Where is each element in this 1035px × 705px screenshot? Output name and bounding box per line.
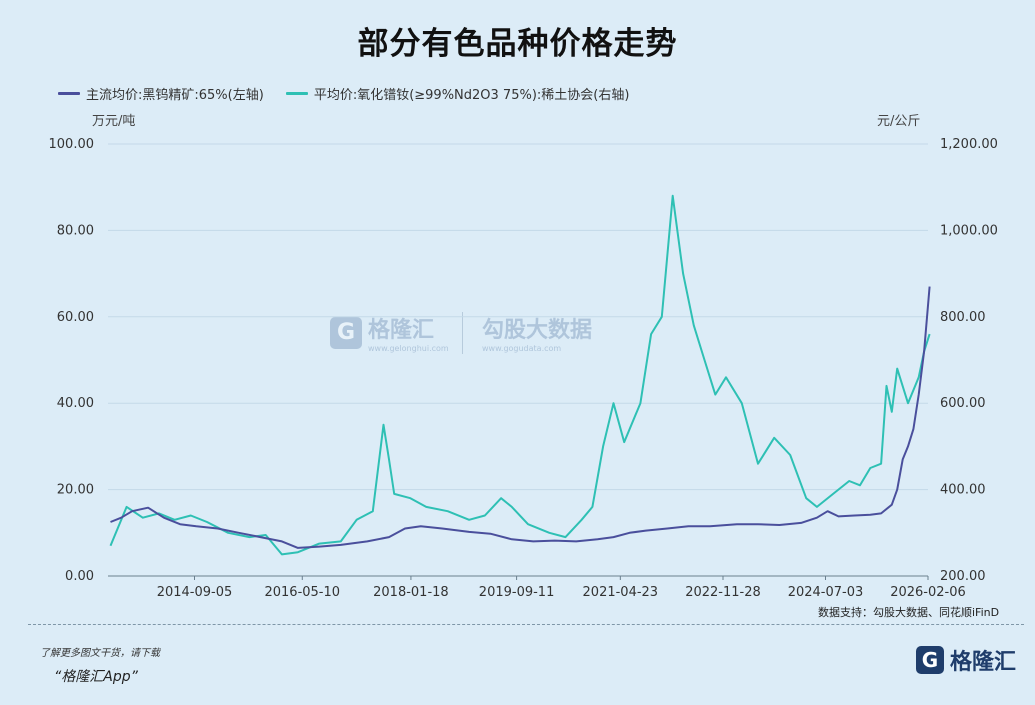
x-tick-label: 2016-05-10: [264, 585, 340, 600]
source-note: 数据支持：勾股大数据、同花顺iFinD: [818, 606, 1000, 619]
x-tick-label: 2026-02-06: [890, 585, 966, 600]
x-tick-label: 2022-11-28: [685, 585, 761, 600]
right-axis-unit: 元/公斤: [877, 114, 921, 129]
chart-title: 部分有色品种价格走势: [357, 26, 678, 62]
x-tick-label: 2019-09-11: [479, 585, 555, 600]
left-axis-unit: 万元/吨: [92, 114, 136, 129]
x-tick-label: 2014-09-05: [157, 585, 233, 600]
footer-line-2: “格隆汇App”: [54, 669, 138, 685]
logo-text: 格隆汇: [950, 650, 1017, 675]
right-tick-label: 400.00: [940, 483, 986, 498]
logo-icon: G: [916, 646, 944, 674]
right-tick-label: 600.00: [940, 396, 986, 411]
left-tick-label: 20.00: [57, 483, 94, 498]
series-layer: [109, 194, 931, 556]
watermark-divider: [462, 312, 463, 354]
x-tick-label: 2021-04-23: [583, 585, 659, 600]
x-tick-label: 2024-07-03: [788, 585, 864, 600]
left-tick-label: 80.00: [57, 223, 94, 238]
watermark-gelonghui: G 格隆汇 www.gelonghui.com: [330, 312, 449, 353]
footer-divider: [28, 624, 1024, 625]
x-tick-label: 2018-01-18: [373, 585, 449, 600]
legend-swatch-tungsten: [58, 92, 80, 95]
watermark-sub-2: www.gogudata.com: [482, 344, 562, 353]
right-tick-label: 200.00: [940, 569, 986, 584]
right-tick-label: 1,000.00: [940, 223, 998, 238]
x-axis-ticks: 2014-09-05 2016-05-10 2018-01-18 2019-09-11…: [157, 576, 966, 600]
left-tick-label: 0.00: [65, 569, 94, 584]
watermark-brand-1: 格隆汇: [368, 318, 435, 343]
grid-lines: [108, 143, 928, 491]
brand-logo: G 格隆汇: [916, 644, 1016, 676]
left-tick-label: 60.00: [57, 310, 94, 325]
legend-item-prnd: 平均价:氧化镨钕(≥99%Nd2O3 75%):稀土协会(右轴): [285, 84, 630, 103]
watermark-sub-1: www.gelonghui.com: [368, 344, 449, 353]
right-tick-label: 1,200.00: [940, 137, 998, 152]
footer-line-1: 了解更多图文干货，请下载: [40, 648, 160, 659]
watermark-logo-icon: G: [330, 316, 362, 349]
left-axis-ticks: 0.00 20.00 40.00 60.00 80.00 100.00: [49, 137, 95, 584]
watermark-brand-2: 勾股大数据: [482, 318, 593, 343]
left-tick-label: 40.00: [57, 396, 94, 411]
legend-swatch-prnd: [285, 92, 308, 95]
series-line-tungsten: [110, 286, 931, 549]
right-tick-label: 800.00: [940, 310, 986, 325]
legend-label-prnd: 平均价:氧化镨钕(≥99%Nd2O3 75%):稀土协会(右轴): [313, 88, 630, 103]
left-tick-label: 100.00: [49, 137, 95, 152]
series-line-prnd: [109, 194, 931, 556]
legend-item-tungsten: 主流均价:黑钨精矿:65%(左轴): [58, 84, 264, 103]
right-axis-ticks: 200.00 400.00 600.00 800.00 1,000.00 1,200.00: [940, 137, 998, 584]
watermark-gogudata: 勾股大数据 www.gogudata.com: [482, 312, 592, 353]
legend: 主流均价:黑钨精矿:65%(左轴) 平均价:氧化镨钕(≥99%Nd2O3 75%…: [58, 84, 629, 103]
legend-label-tungsten: 主流均价:黑钨精矿:65%(左轴): [86, 88, 264, 103]
